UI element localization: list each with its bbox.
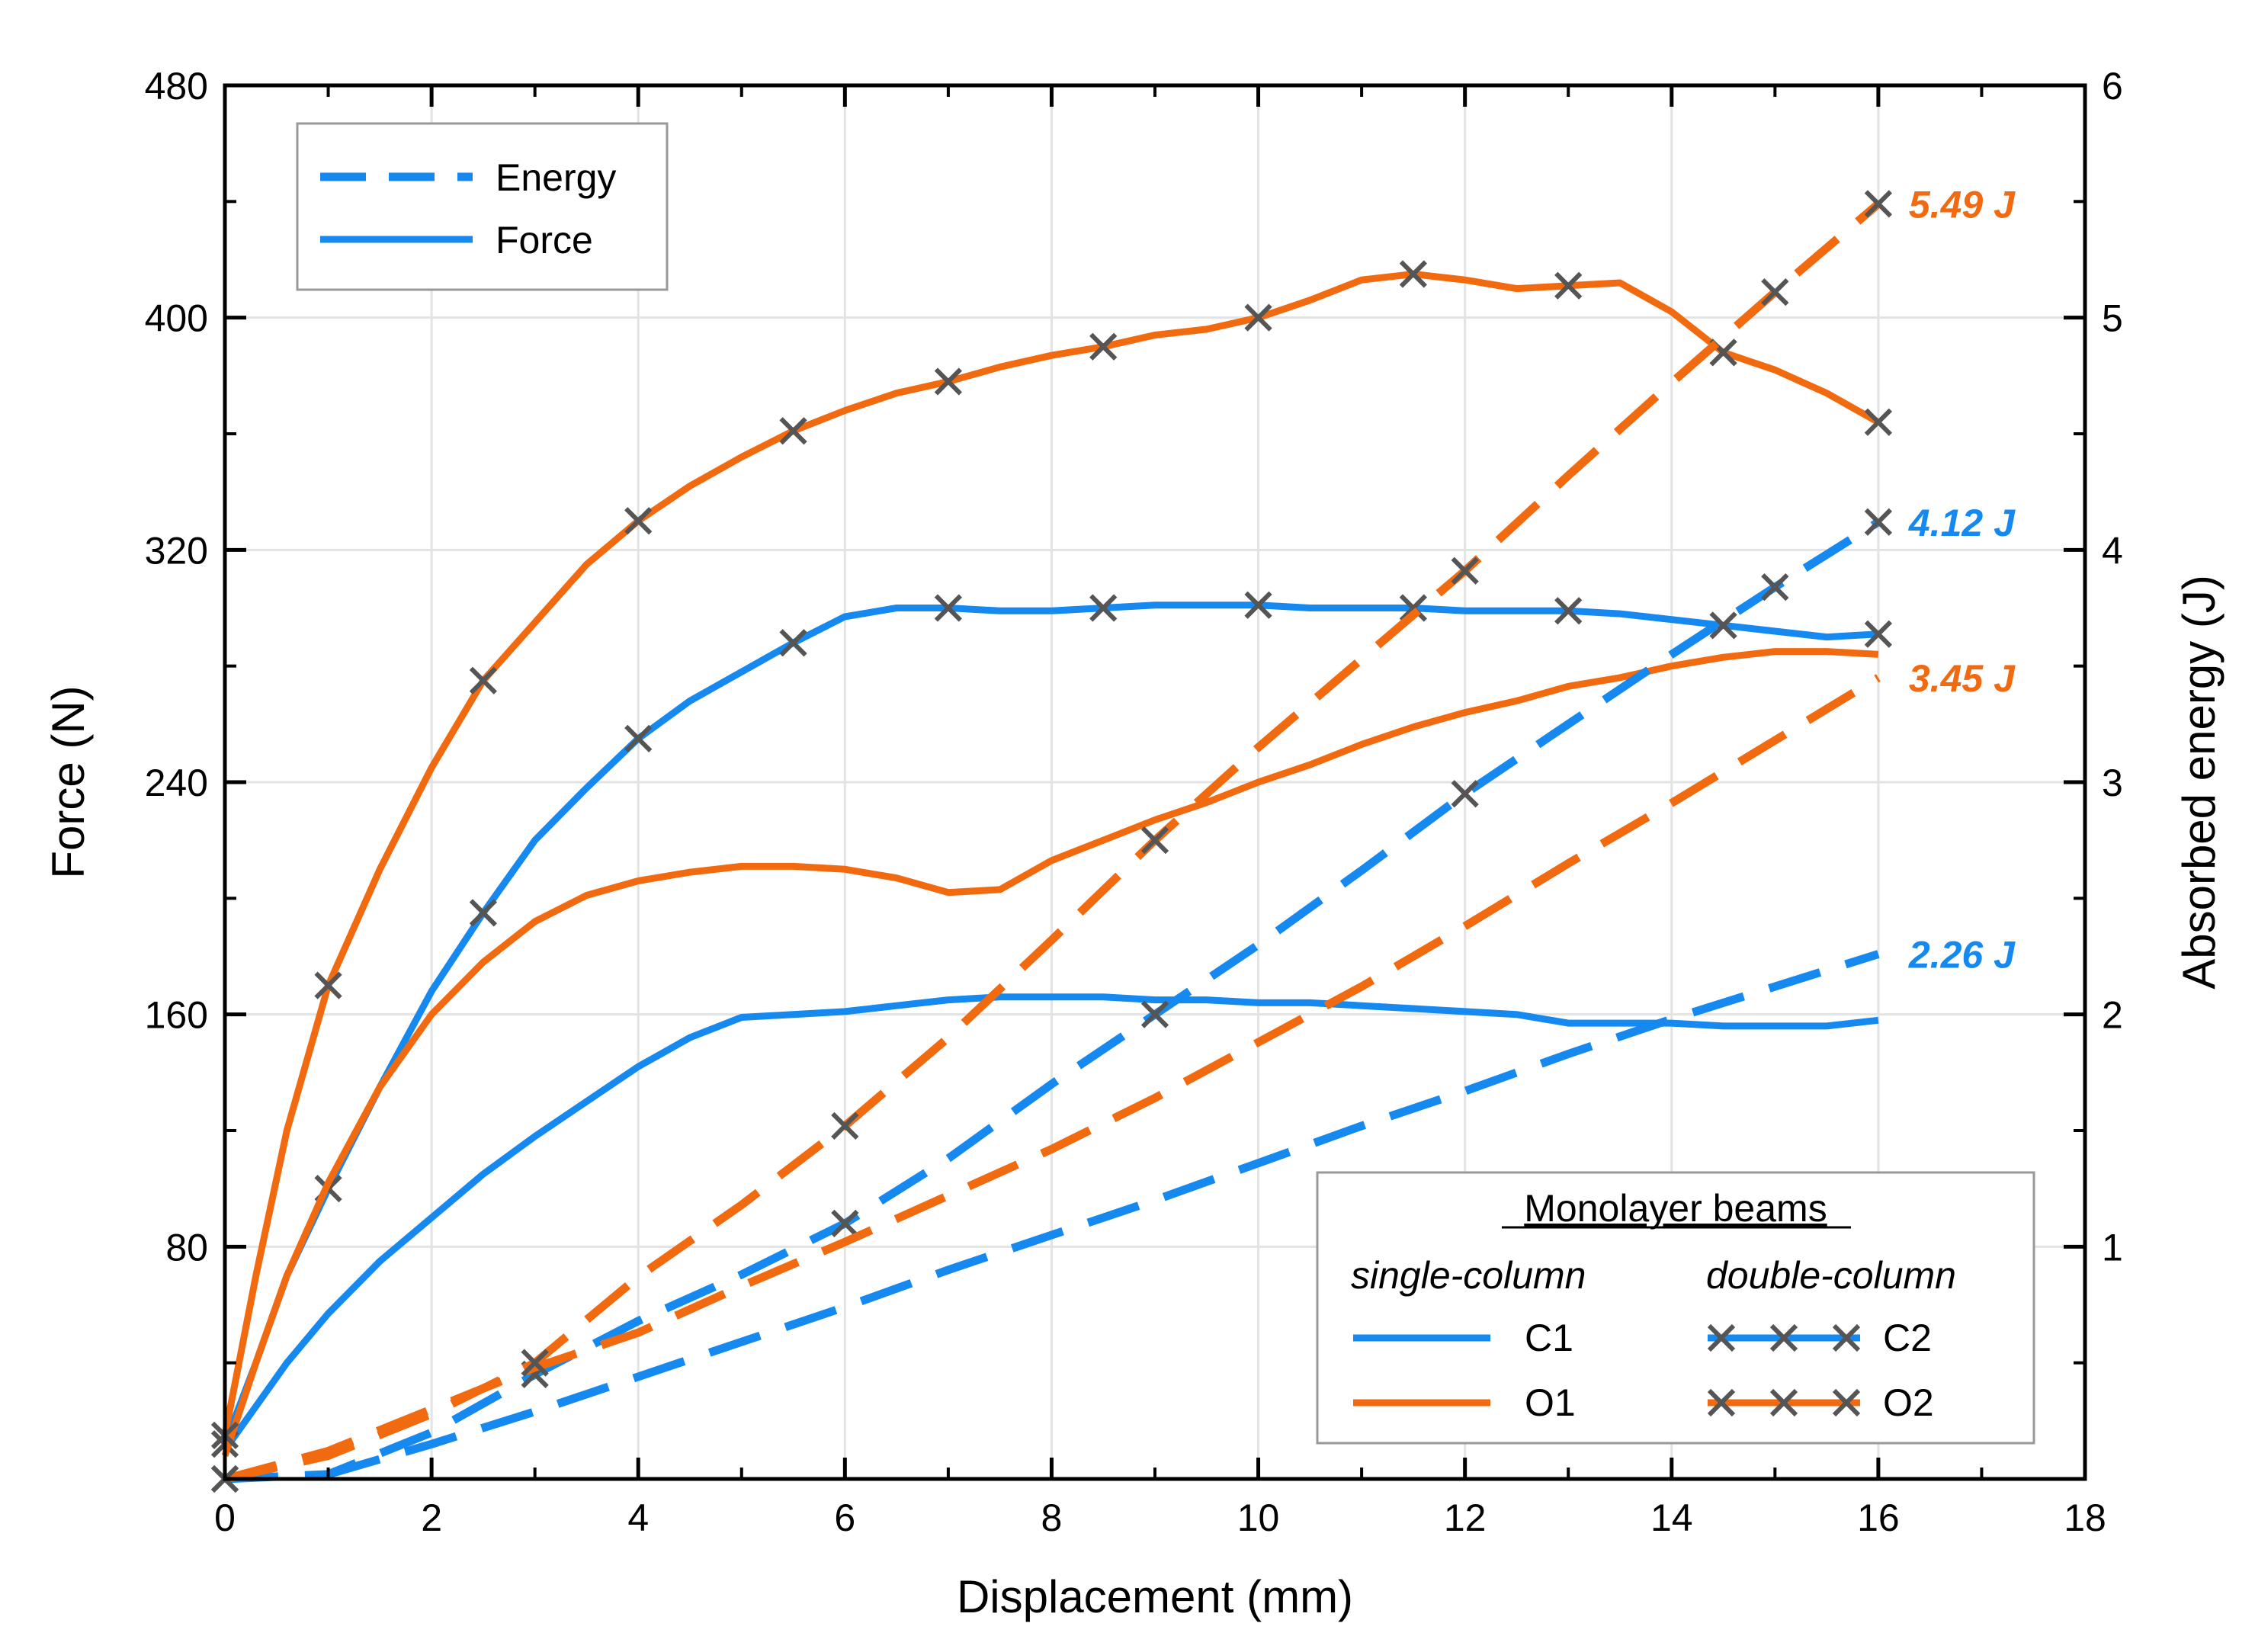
series-layer	[210, 190, 1893, 1493]
marker-energy-O2-9	[1140, 826, 1169, 855]
y2-axis-title: Absorbed energy (J)	[2173, 575, 2225, 990]
markers-force-C2	[210, 591, 1893, 1458]
x-tick-label-6: 6	[834, 1496, 855, 1539]
beam-legend-col-single: single-column	[1351, 1254, 1586, 1297]
marker-force-C2-9	[624, 724, 653, 752]
legend-c2-label: C2	[1883, 1317, 1932, 1359]
marker-energy-O2-3	[521, 1349, 549, 1377]
y-tick-label-400: 400	[145, 297, 208, 340]
marker-energy-C2-9	[1140, 1000, 1169, 1028]
marker-force-C2-15	[934, 594, 963, 622]
marker-force-O2-15	[934, 367, 963, 396]
x-tick-label-12: 12	[1444, 1496, 1487, 1539]
legend-c2-markers-2	[1832, 1323, 1861, 1352]
y2-tick-label-2: 2	[2102, 994, 2123, 1037]
energy-annotation-2: 3.45 J	[1909, 657, 2016, 700]
x-tick-label-18: 18	[2064, 1496, 2106, 1539]
marker-force-C2-21	[1244, 591, 1272, 619]
legend-o2-label: O2	[1883, 1381, 1934, 1424]
marker-energy-O2-16	[1864, 190, 1893, 218]
markers-energy-O2	[210, 190, 1893, 1493]
style-legend: Energy Force	[296, 122, 669, 291]
marker-force-O2-9	[624, 507, 653, 535]
marker-force-O2-33	[1864, 408, 1893, 436]
legend-o1-label: O1	[1525, 1381, 1576, 1424]
y-tick-label-320: 320	[145, 529, 208, 572]
x-tick-label-4: 4	[627, 1496, 649, 1539]
marker-force-C2-33	[1864, 620, 1893, 648]
y-axis-title: Force (N)	[43, 685, 94, 878]
beam-legend-title: Monolayer beams	[1524, 1187, 1827, 1230]
series-force-O2	[221, 271, 1881, 1436]
marker-force-O2-6	[469, 666, 498, 694]
marker-force-C2-24	[1399, 594, 1428, 622]
x-tick-label-0: 0	[214, 1496, 236, 1539]
beam-legend-col-double: double-column	[1706, 1254, 1956, 1297]
marker-energy-C2-6	[831, 1209, 859, 1237]
x-tick-label-14: 14	[1650, 1496, 1693, 1539]
energy-annotations: 5.49 J 4.12 J 3.45 J 2.26 J	[1908, 183, 2016, 976]
y-tick-label-480: 480	[145, 65, 208, 107]
y-tick-label-160: 160	[145, 994, 208, 1037]
marker-force-O2-24	[1399, 260, 1428, 288]
legend-c2-markers-0	[1707, 1323, 1736, 1352]
marker-force-C2-12	[779, 629, 807, 657]
energy-annotation-1: 4.12 J	[1908, 502, 2016, 544]
legend-o2-markers	[1707, 1388, 1861, 1417]
y2-tick-label-5: 5	[2102, 297, 2123, 340]
legend-force-label: Force	[496, 219, 593, 261]
x-tick-label-8: 8	[1041, 1496, 1063, 1539]
marker-energy-O2-12	[1451, 557, 1479, 585]
series-energy-C2	[224, 518, 1881, 1484]
marker-energy-C2-15	[1761, 573, 1789, 601]
marker-force-C2-18	[1089, 594, 1118, 622]
marker-energy-C2-16	[1864, 508, 1893, 536]
marker-force-C2-30	[1709, 611, 1737, 640]
x-tick-label-2: 2	[421, 1496, 442, 1539]
marker-force-O2-18	[1089, 332, 1118, 361]
marker-energy-O2-15	[1761, 278, 1789, 306]
style-legend-box	[296, 122, 669, 291]
marker-force-C2-6	[469, 899, 498, 927]
series-force-C2	[221, 601, 1879, 1445]
marker-force-O2-3	[314, 971, 342, 999]
marker-force-O2-21	[1244, 303, 1272, 332]
y2-tick-label-4: 4	[2102, 529, 2123, 572]
y2-tick-label-6: 6	[2102, 65, 2123, 107]
marker-force-O2-27	[1554, 271, 1583, 300]
x-tick-label-16: 16	[1857, 1496, 1900, 1539]
legend-o2-markers-1	[1769, 1388, 1798, 1417]
marker-energy-C2-12	[1451, 780, 1479, 808]
marker-energy-O2-6	[831, 1111, 859, 1140]
energy-annotation-0: 5.49 J	[1909, 183, 2016, 226]
series-force-C1	[222, 993, 1879, 1452]
y-tick-label-80: 80	[165, 1226, 208, 1269]
x-tick-label-10: 10	[1237, 1496, 1280, 1539]
y2-tick-label-1: 1	[2102, 1226, 2123, 1269]
series-energy-C1	[327, 950, 1880, 1479]
y-tick-label-240: 240	[145, 762, 208, 804]
series-energy-O2	[223, 200, 1881, 1484]
legend-o2-markers-2	[1832, 1388, 1861, 1417]
y2-tick-label-3: 3	[2102, 762, 2123, 804]
marker-force-C2-27	[1554, 597, 1583, 625]
marker-force-O2-12	[779, 417, 807, 445]
legend-energy-label: Energy	[496, 156, 616, 199]
beam-legend-box	[1316, 1171, 2035, 1445]
legend-c2-markers-1	[1769, 1323, 1798, 1352]
beam-legend: Monolayer beams single-column double-col…	[1316, 1171, 2035, 1445]
series-energy-O1	[223, 674, 1881, 1484]
series-force-O1	[221, 648, 1879, 1457]
legend-c2-markers	[1707, 1323, 1861, 1352]
energy-annotation-3: 2.26 J	[1908, 933, 2016, 976]
legend-c1-label: C1	[1525, 1317, 1573, 1359]
legend-o2-markers-0	[1707, 1388, 1736, 1417]
x-axis-title: Displacement (mm)	[957, 1571, 1353, 1622]
